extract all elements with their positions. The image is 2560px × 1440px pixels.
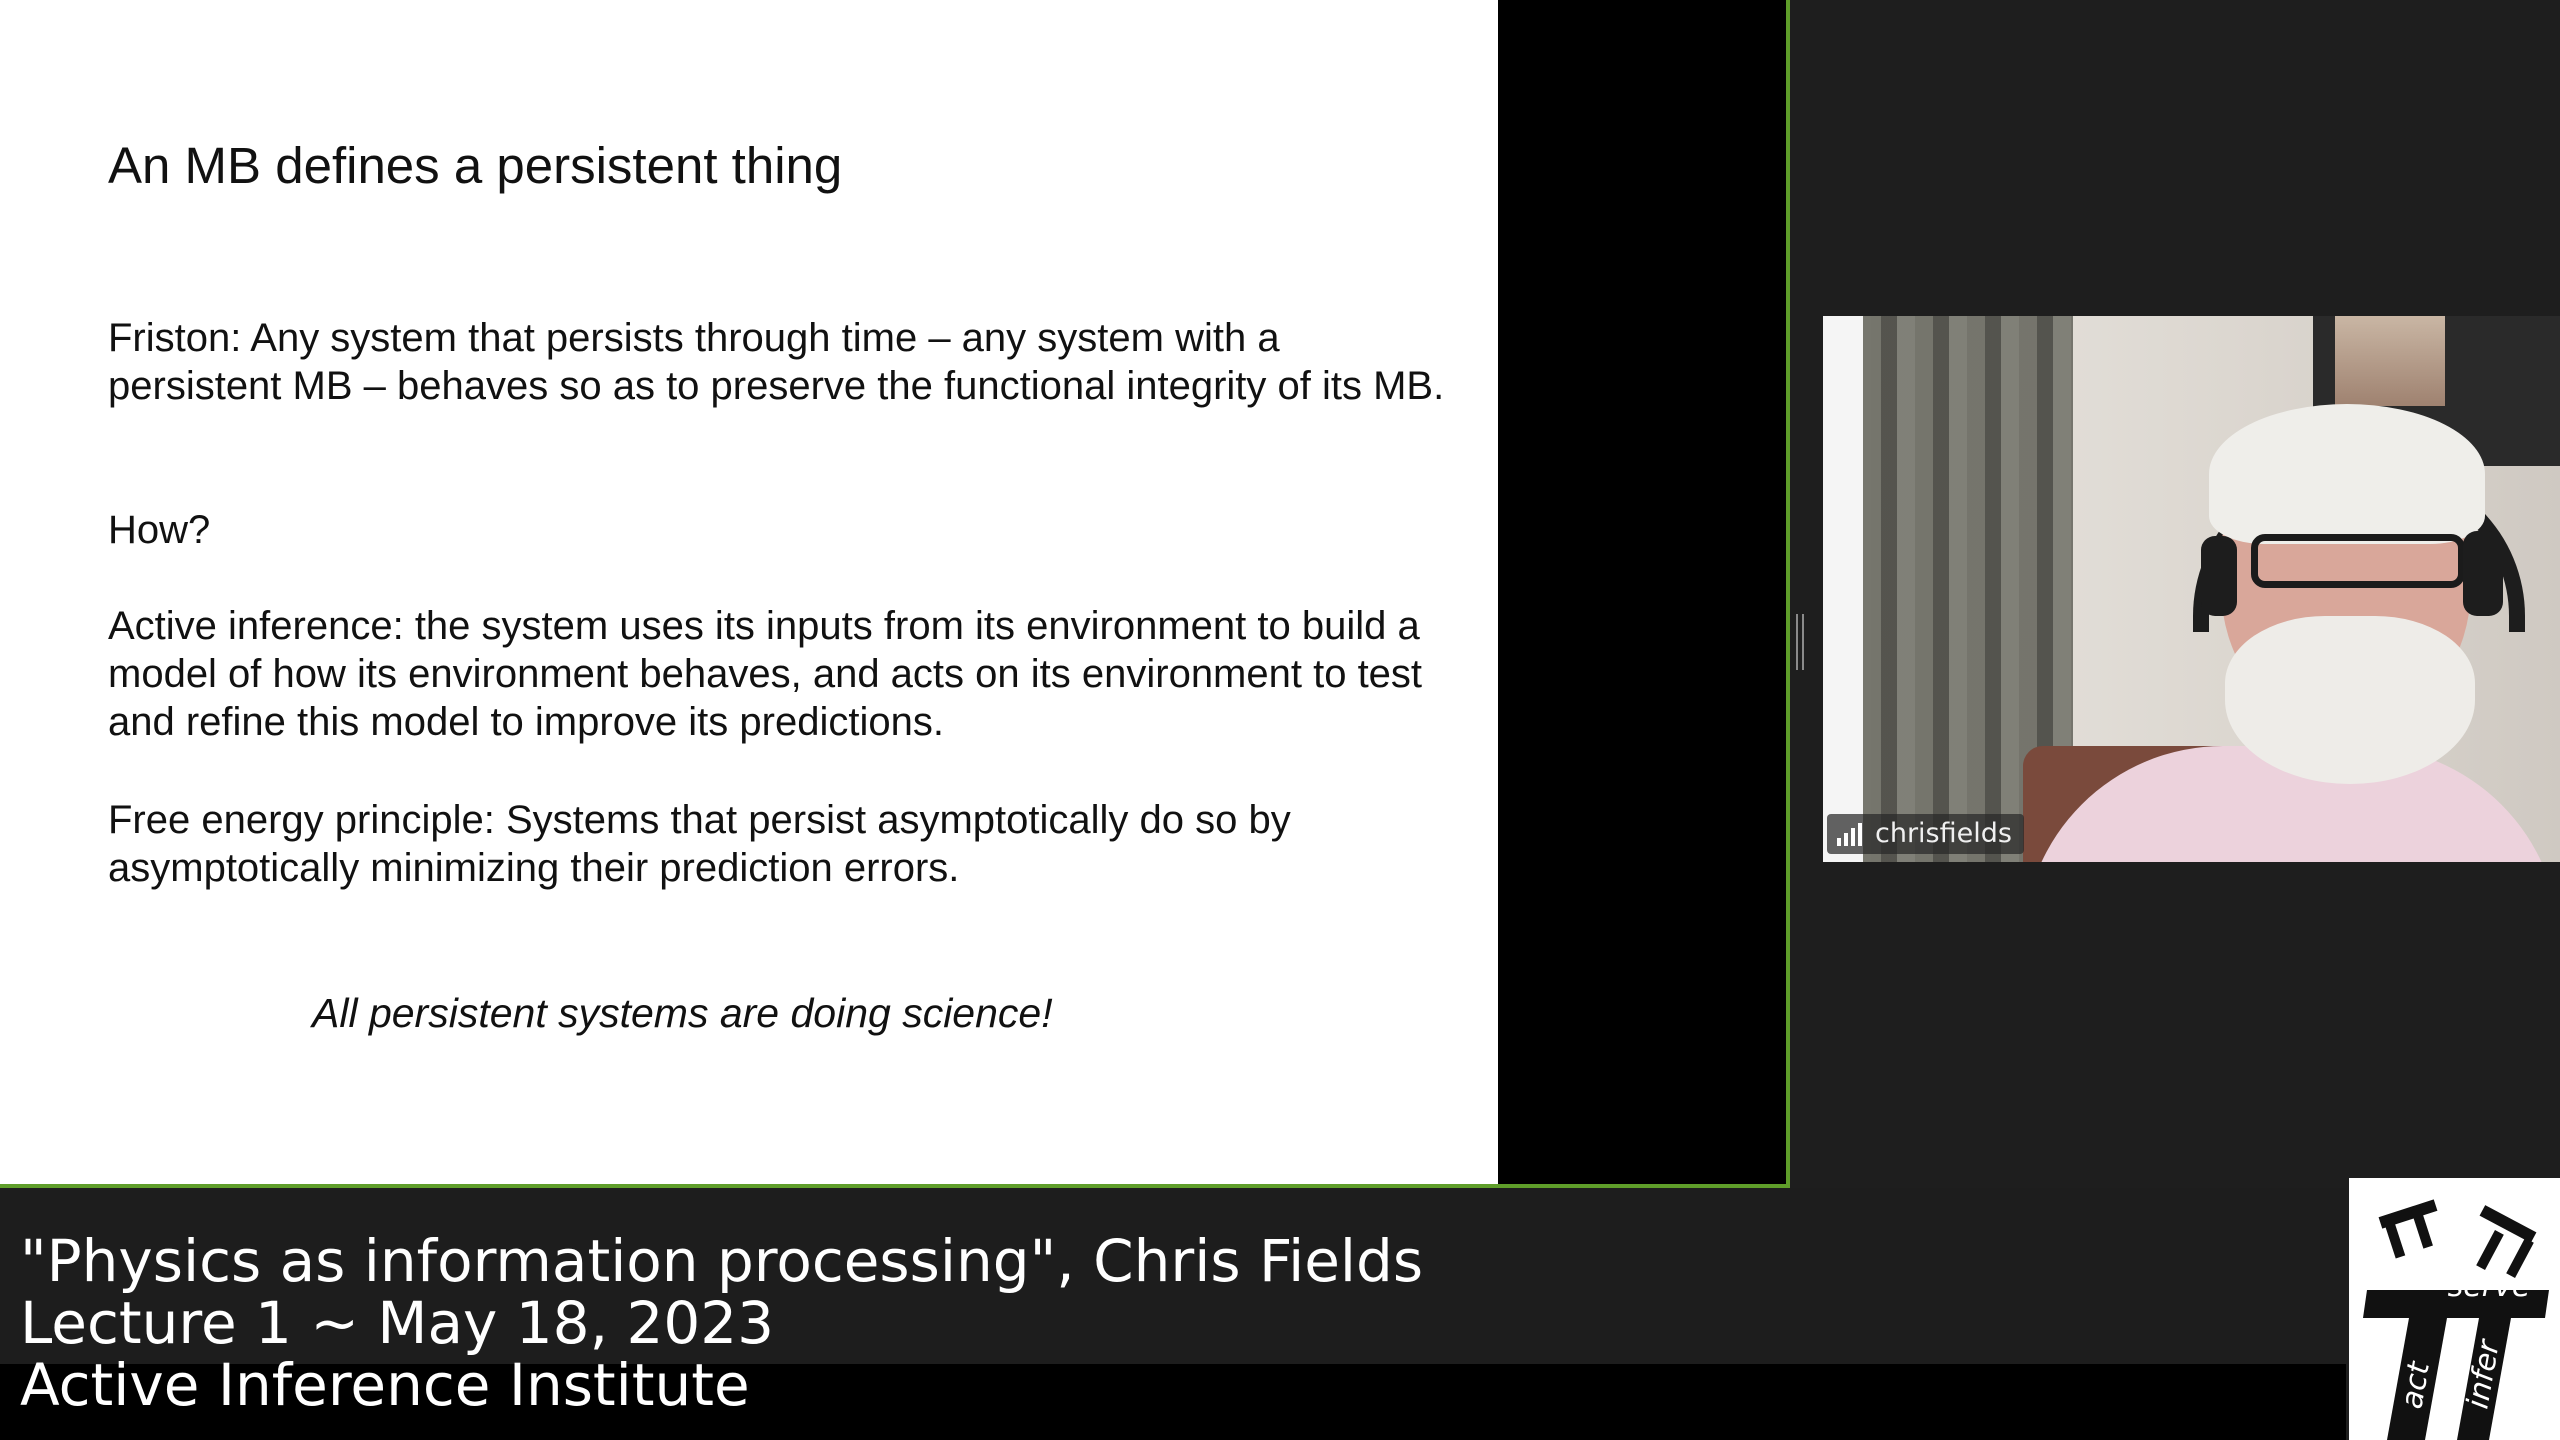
- caption-title: "Physics as information processing", Chr…: [20, 1227, 1424, 1295]
- slide-paragraph-how: How?: [108, 508, 211, 552]
- slide-paragraph-friston: Friston: Any system that persists throug…: [108, 316, 1445, 408]
- slide-paragraph-free-energy: Free energy principle: Systems that pers…: [108, 798, 1291, 890]
- caption-band-bottom: [0, 1364, 2346, 1440]
- signal-bars-icon: [1837, 822, 1865, 846]
- participant-video[interactable]: [1823, 316, 2560, 862]
- caption-institute: Active Inference Institute: [20, 1351, 750, 1419]
- logo-word-act: act: [2394, 1358, 2437, 1411]
- screen-share-area: An MB defines a persistent thing Friston…: [0, 0, 1790, 1188]
- slide-tagline: All persistent systems are doing science…: [312, 990, 1053, 1036]
- caption-band: [0, 1188, 2346, 1364]
- participant-name: chrisfields: [1875, 818, 2012, 849]
- slide-paragraph-active-inference: Active inference: the system uses its in…: [108, 604, 1423, 744]
- logo-word-infer: infer: [2460, 1336, 2507, 1411]
- slide-title: An MB defines a persistent thing: [108, 137, 843, 194]
- participant-name-tag: chrisfields: [1827, 814, 2024, 854]
- logo-word-serve: serve: [2448, 1269, 2531, 1304]
- presentation-slide: An MB defines a persistent thing Friston…: [0, 0, 1498, 1184]
- caption-lecture: Lecture 1 ~ May 18, 2023: [20, 1289, 775, 1357]
- panel-resize-handle[interactable]: [1796, 614, 1806, 670]
- active-inference-logo: serve act infer: [2349, 1178, 2560, 1440]
